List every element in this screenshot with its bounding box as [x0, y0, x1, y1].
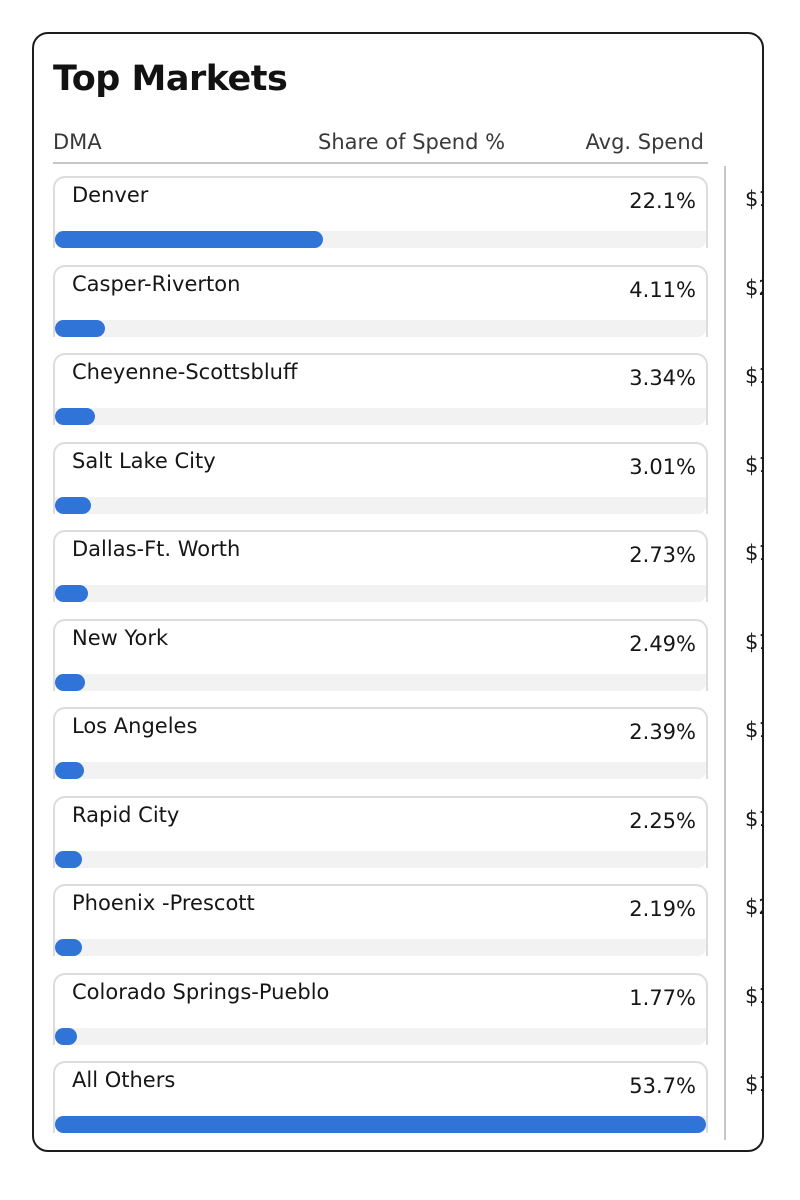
share-of-spend-value: 1.77%	[629, 985, 696, 1010]
avg-spend-value: $1	[745, 1072, 762, 1096]
top-markets-card: Top Markets DMA Share of Spend % Avg. Sp…	[32, 32, 764, 1152]
header-divider	[53, 162, 708, 164]
avg-spend-value: $1	[745, 629, 762, 654]
share-bar-track	[55, 1116, 706, 1133]
market-name: Salt Lake City	[72, 448, 216, 473]
share-bar-fill	[55, 939, 82, 956]
market-name: Rapid City	[72, 802, 180, 827]
avg-spend-value: $2	[745, 895, 762, 919]
market-row[interactable]: Los Angeles 2.39%	[53, 707, 708, 779]
column-divider	[724, 166, 726, 1140]
avg-spend-cell: $1	[745, 707, 762, 779]
avg-spend-value: $1	[745, 452, 762, 477]
share-bar-fill	[55, 1116, 706, 1133]
share-bar-track	[55, 1027, 706, 1045]
share-bar-fill	[55, 319, 105, 337]
market-row[interactable]: Denver 22.1%	[53, 176, 708, 248]
market-name: All Others	[72, 1068, 176, 1092]
avg-spend-cell: $1	[745, 353, 762, 425]
share-bar-fill	[55, 850, 82, 868]
market-row[interactable]: Phoenix -Prescott 2.19%	[53, 884, 708, 956]
avg-spend-cell: $2	[745, 884, 762, 956]
avg-spend-value: $2	[745, 275, 762, 300]
avg-spend-value: $1	[745, 718, 762, 742]
share-of-spend-value: 2.39%	[629, 720, 696, 744]
market-row[interactable]: Casper-Riverton 4.11%	[53, 264, 708, 337]
column-header-share-of-spend[interactable]: Share of Spend %	[318, 130, 506, 154]
share-bar-track	[55, 231, 706, 248]
share-bar-fill	[55, 408, 95, 425]
avg-spend-cell: $1	[745, 176, 762, 248]
avg-spend-value: $1	[745, 187, 762, 211]
share-bar-fill	[55, 673, 85, 691]
share-bar-track	[55, 319, 706, 337]
avg-spend-value: $1	[745, 541, 762, 565]
avg-spend-column: $1 $2 $1 $1 $1 $1 $1 $1 $2 $1 $1	[745, 176, 762, 1150]
market-name: New York	[72, 625, 169, 650]
column-header-dma[interactable]: DMA	[53, 130, 102, 154]
market-row[interactable]: All Others 53.7%	[53, 1061, 708, 1133]
share-bar-track	[55, 762, 706, 779]
avg-spend-cell: $1	[745, 1061, 762, 1133]
share-bar-fill	[55, 496, 91, 514]
share-bar-track	[55, 496, 706, 514]
share-bar-fill	[55, 762, 84, 779]
market-row[interactable]: Rapid City 2.25%	[53, 795, 708, 868]
market-name: Denver	[72, 183, 149, 207]
market-row[interactable]: Dallas-Ft. Worth 2.73%	[53, 530, 708, 602]
share-of-spend-value: 22.1%	[629, 189, 696, 213]
market-name: Dallas-Ft. Worth	[72, 537, 241, 561]
avg-spend-cell: $1	[745, 530, 762, 602]
market-name: Phoenix -Prescott	[72, 891, 255, 915]
market-row[interactable]: Colorado Springs-Pueblo 1.77%	[53, 972, 708, 1045]
avg-spend-value: $1	[745, 983, 762, 1008]
share-of-spend-value: 2.19%	[629, 897, 696, 921]
share-bar-fill	[55, 585, 88, 602]
share-of-spend-value: 3.34%	[629, 366, 696, 390]
avg-spend-cell: $2	[745, 265, 762, 337]
market-row[interactable]: Salt Lake City 3.01%	[53, 441, 708, 514]
share-of-spend-value: 2.49%	[629, 631, 696, 656]
share-of-spend-value: 53.7%	[629, 1074, 696, 1098]
avg-spend-cell: $1	[745, 442, 762, 514]
avg-spend-cell: $1	[745, 619, 762, 691]
share-bar-track	[55, 850, 706, 868]
share-bar-track	[55, 408, 706, 425]
market-name: Cheyenne-Scottsbluff	[72, 360, 298, 384]
market-name: Casper-Riverton	[72, 271, 241, 296]
share-of-spend-value: 4.11%	[629, 277, 696, 302]
avg-spend-value: $1	[745, 806, 762, 831]
avg-spend-cell: $1	[745, 796, 762, 868]
share-of-spend-value: 3.01%	[629, 454, 696, 479]
avg-spend-value: $1	[745, 364, 762, 388]
market-name: Los Angeles	[72, 714, 198, 738]
market-row[interactable]: Cheyenne-Scottsbluff 3.34%	[53, 353, 708, 425]
card-title: Top Markets	[53, 59, 288, 99]
market-name: Colorado Springs-Pueblo	[72, 979, 330, 1004]
market-row[interactable]: New York 2.49%	[53, 618, 708, 691]
share-of-spend-value: 2.25%	[629, 808, 696, 833]
column-header-avg-spend[interactable]: Avg. Spend	[585, 130, 704, 154]
share-bar-fill	[55, 1027, 77, 1045]
avg-spend-cell: $1	[745, 973, 762, 1045]
share-bar-track	[55, 585, 706, 602]
share-bar-track	[55, 939, 706, 956]
share-of-spend-value: 2.73%	[629, 543, 696, 567]
market-list: Denver 22.1% Casper-Riverton 4.11% Cheyenne-…	[53, 176, 708, 1150]
share-bar-track	[55, 673, 706, 691]
share-bar-fill	[55, 231, 323, 248]
